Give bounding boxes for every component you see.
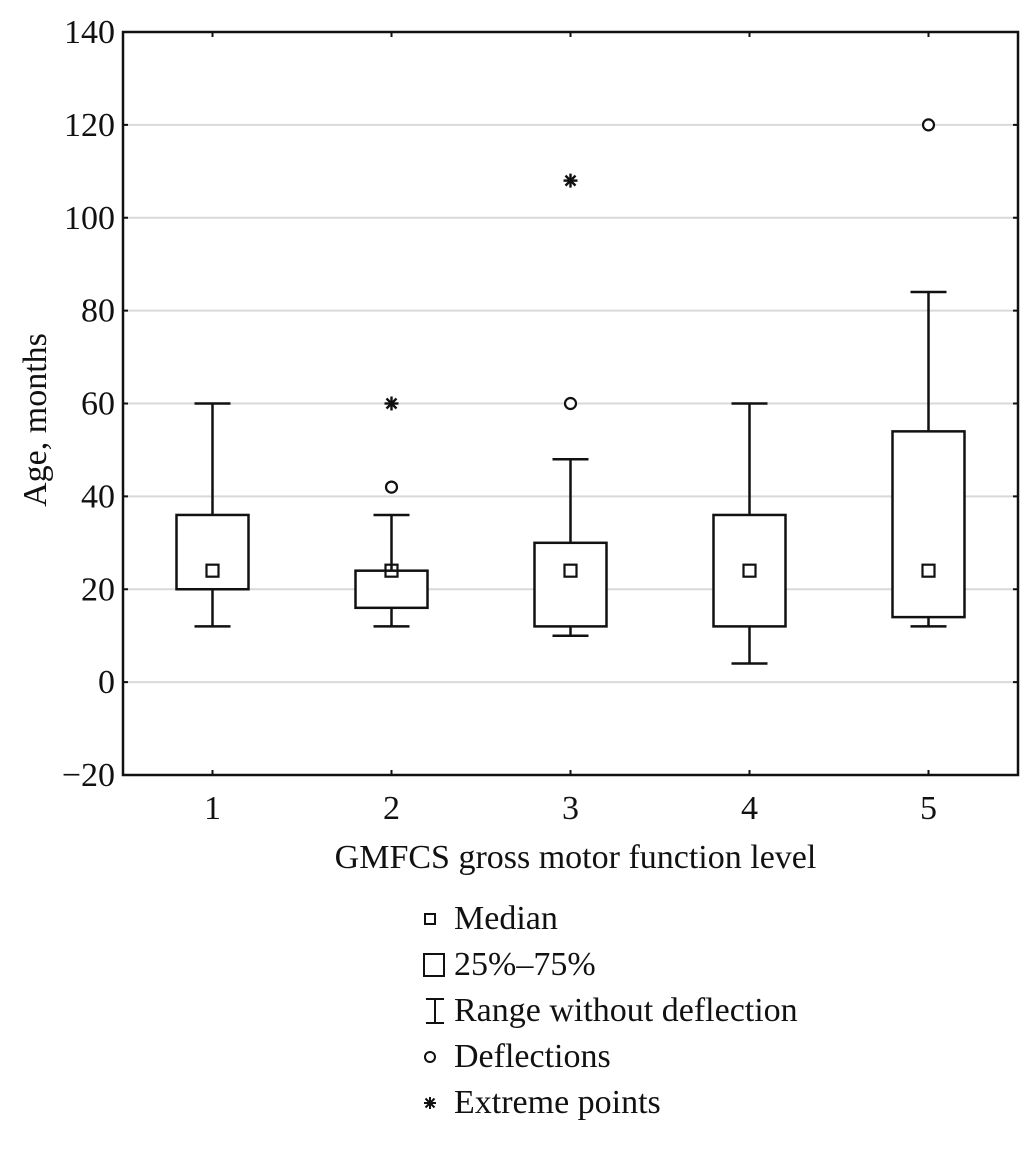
legend-label: Range without deflection [454,992,798,1029]
extreme-point [384,396,399,411]
y-tick-label: −20 [62,757,115,794]
y-tick-label: 40 [81,478,115,515]
iqr-box [712,513,787,628]
whisker-icon [422,988,454,1034]
median-square-icon [422,896,454,942]
legend-label: Median [454,900,558,937]
x-tick-label: 1 [204,790,221,827]
x-axis-ticks: 1 2 3 4 5 [204,32,937,827]
x-tick-label: 3 [562,790,579,827]
iqr-box [175,513,250,591]
median-marker [742,563,757,578]
extreme-stroke [564,174,577,187]
x-axis-title: GMFCS gross motor function level [335,839,817,876]
plot-frame [121,30,1020,777]
box-group-5 [891,118,966,628]
legend-item-extremes: Extreme points [422,1080,798,1126]
median-marker [384,563,399,578]
deflection-point [563,396,578,411]
box-group-2 [354,396,429,628]
legend-label: 25%–75% [454,946,596,983]
median-marker [563,563,578,578]
iqr-box [891,430,966,619]
extreme-stroke [385,397,398,410]
x-tick-label: 5 [920,790,937,827]
legend-item-deflections: Deflections [422,1034,798,1080]
y-axis-title: Age, months [17,333,54,507]
legend-item-box: 25%–75% [422,942,798,988]
deflection-point [384,480,399,494]
asterisk-icon [422,1080,454,1126]
extreme-point [563,173,578,188]
circle-icon [422,1034,454,1080]
y-tick-label: 140 [64,14,115,51]
y-tick-label: 0 [98,664,115,701]
box-group-3 [533,173,608,637]
x-tick-label: 4 [741,790,758,827]
box-layer [175,118,966,665]
legend: Median 25%–75% Range without deflection … [422,896,798,1126]
legend-item-median: Median [422,896,798,942]
y-tick-label: 60 [81,386,115,423]
box-group-1 [175,402,250,628]
y-axis-ticks: −20 0 20 40 60 80 100 120 140 [62,14,1018,794]
y-tick-label: 20 [81,571,115,608]
y-tick-label: 100 [64,200,115,237]
legend-label: Deflections [454,1038,611,1075]
iqr-box [533,541,608,628]
median-marker [921,563,936,578]
box-group-4 [712,402,787,665]
box-icon [422,942,454,988]
y-tick-label: 80 [81,293,115,330]
legend-label: Extreme points [454,1084,661,1121]
x-tick-label: 2 [383,790,400,827]
median-marker [205,563,220,578]
y-tick-label: 120 [64,107,115,144]
deflection-point [921,118,936,132]
legend-item-whisker: Range without deflection [422,988,798,1034]
